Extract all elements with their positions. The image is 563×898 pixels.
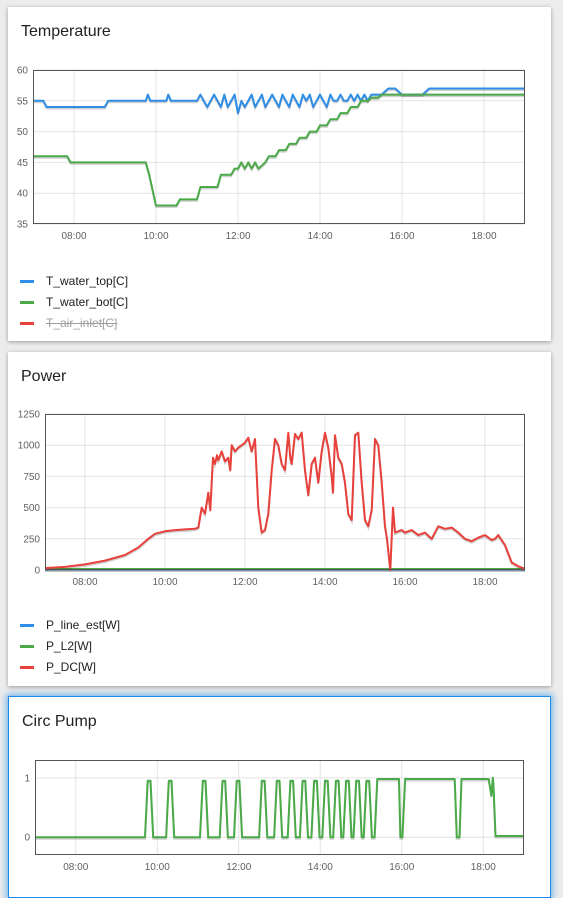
x-tick-label: 12:00 <box>232 577 257 588</box>
x-tick-label: 18:00 <box>471 862 496 873</box>
y-tick-label: 60 <box>17 66 29 77</box>
legend-label: T_water_top[C] <box>46 274 129 288</box>
grid <box>35 760 524 855</box>
y-tick-label: 1000 <box>18 441 41 452</box>
legend-label: P_line_est[W] <box>46 618 121 632</box>
x-tick-label: 08:00 <box>63 862 88 873</box>
x-tick-label: 16:00 <box>389 862 414 873</box>
y-tick-label: 0 <box>34 566 40 577</box>
p-dc-w-line <box>44 431 526 571</box>
legend-label: T_water_bot[C] <box>46 295 129 309</box>
temperature-panel[interactable]: Temperature 08:00 10:00 12:00 14:00 16:00 18:… <box>8 7 551 341</box>
x-tick-label: 14:00 <box>312 577 337 588</box>
x-tick-label: 08:00 <box>61 231 86 242</box>
p-dc-w-line-shadow <box>44 430 526 572</box>
x-tick-label: 10:00 <box>143 231 168 242</box>
y-tick-label: 750 <box>23 472 40 483</box>
x-tick-label: 12:00 <box>226 862 251 873</box>
grid <box>45 413 525 571</box>
x-tick-label: 08:00 <box>72 577 97 588</box>
legend-swatch <box>20 301 34 304</box>
x-tick-label: 16:00 <box>389 231 414 242</box>
x-tick-label: 18:00 <box>472 577 497 588</box>
legend-swatch <box>20 624 34 627</box>
y-tick-label: 50 <box>17 127 29 138</box>
y-tick-label: 1250 <box>18 410 41 421</box>
circ-pump-panel[interactable]: Circ Pump 08:00 10:00 12:00 14:00 16:00 18:00… <box>8 696 551 898</box>
y-tick-label: 35 <box>17 220 29 231</box>
power-panel[interactable]: Power 08:00 10:00 12:00 14:00 16:00 18:00 0 250… <box>8 352 551 686</box>
x-tick-label: 10:00 <box>152 577 177 588</box>
y-tick-label: 45 <box>17 158 29 169</box>
plot-border <box>35 760 524 855</box>
x-tick-label: 14:00 <box>308 862 333 873</box>
y-tick-label: 1 <box>24 773 30 784</box>
legend-label: T_air_inlet[C] <box>46 316 118 330</box>
y-tick-label: 40 <box>17 189 29 200</box>
x-tick-label: 12:00 <box>225 231 250 242</box>
panel-title: Temperature <box>21 23 111 40</box>
legend-label: P_L2[W] <box>46 639 93 653</box>
temperature-chart[interactable]: 08:00 10:00 12:00 14:00 16:00 18:00 35 40 45 50 55… <box>8 7 551 247</box>
t-water-bot-c-line <box>33 93 525 207</box>
x-tick-label: 10:00 <box>145 862 170 873</box>
x-tick-label: 18:00 <box>471 231 496 242</box>
power-chart[interactable]: 08:00 10:00 12:00 14:00 16:00 18:00 0 250 500 750… <box>8 352 551 592</box>
y-tick-label: 250 <box>23 534 40 545</box>
circ-pump-chart[interactable]: 08:00 10:00 12:00 14:00 16:00 18:00 0 1 <box>9 697 550 883</box>
plot-border <box>33 70 525 224</box>
t-water-top-c-line <box>33 87 525 115</box>
legend-swatch <box>20 322 34 325</box>
plot-border <box>45 414 525 570</box>
y-tick-label: 500 <box>23 503 40 514</box>
legend-swatch <box>20 645 34 648</box>
legend-swatch <box>20 280 34 283</box>
x-tick-label: 16:00 <box>392 577 417 588</box>
series-line <box>35 776 524 839</box>
y-tick-label: 55 <box>17 96 29 107</box>
legend-swatch <box>20 666 34 669</box>
legend-label: P_DC[W] <box>46 660 97 674</box>
x-tick-label: 14:00 <box>307 231 332 242</box>
grid <box>33 69 525 225</box>
panel-title: Power <box>21 368 67 385</box>
y-tick-label: 0 <box>24 833 30 844</box>
panel-title: Circ Pump <box>22 713 97 730</box>
